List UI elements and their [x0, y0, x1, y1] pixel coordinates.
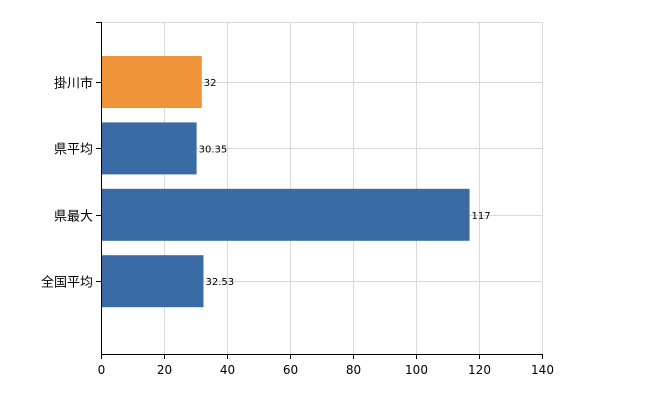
x-tick-label: 20 — [157, 363, 172, 377]
x-tick-label: 120 — [468, 363, 491, 377]
x-tick-label: 100 — [405, 363, 428, 377]
axes — [96, 22, 543, 359]
bar-4 — [102, 255, 204, 308]
x-tick-label: 40 — [220, 363, 235, 377]
category-label: 県平均 — [54, 143, 93, 158]
bar-3 — [102, 188, 470, 241]
x-tick-label: 60 — [283, 363, 298, 377]
x-tick-label: 80 — [346, 363, 361, 377]
data-label: 32 — [204, 78, 217, 89]
data-label: 30.35 — [199, 144, 228, 155]
data-label: 32.53 — [205, 277, 234, 288]
x-tick-label: 140 — [531, 363, 554, 377]
bar-1 — [102, 56, 202, 108]
category-label: 掛川市 — [54, 76, 93, 92]
data-label: 117 — [472, 211, 491, 222]
bars — [102, 56, 470, 308]
category-label: 県最大 — [54, 210, 93, 225]
bar-2 — [102, 122, 197, 175]
x-tick-label: 0 — [98, 363, 106, 377]
category-label: 全国平均 — [41, 275, 93, 291]
